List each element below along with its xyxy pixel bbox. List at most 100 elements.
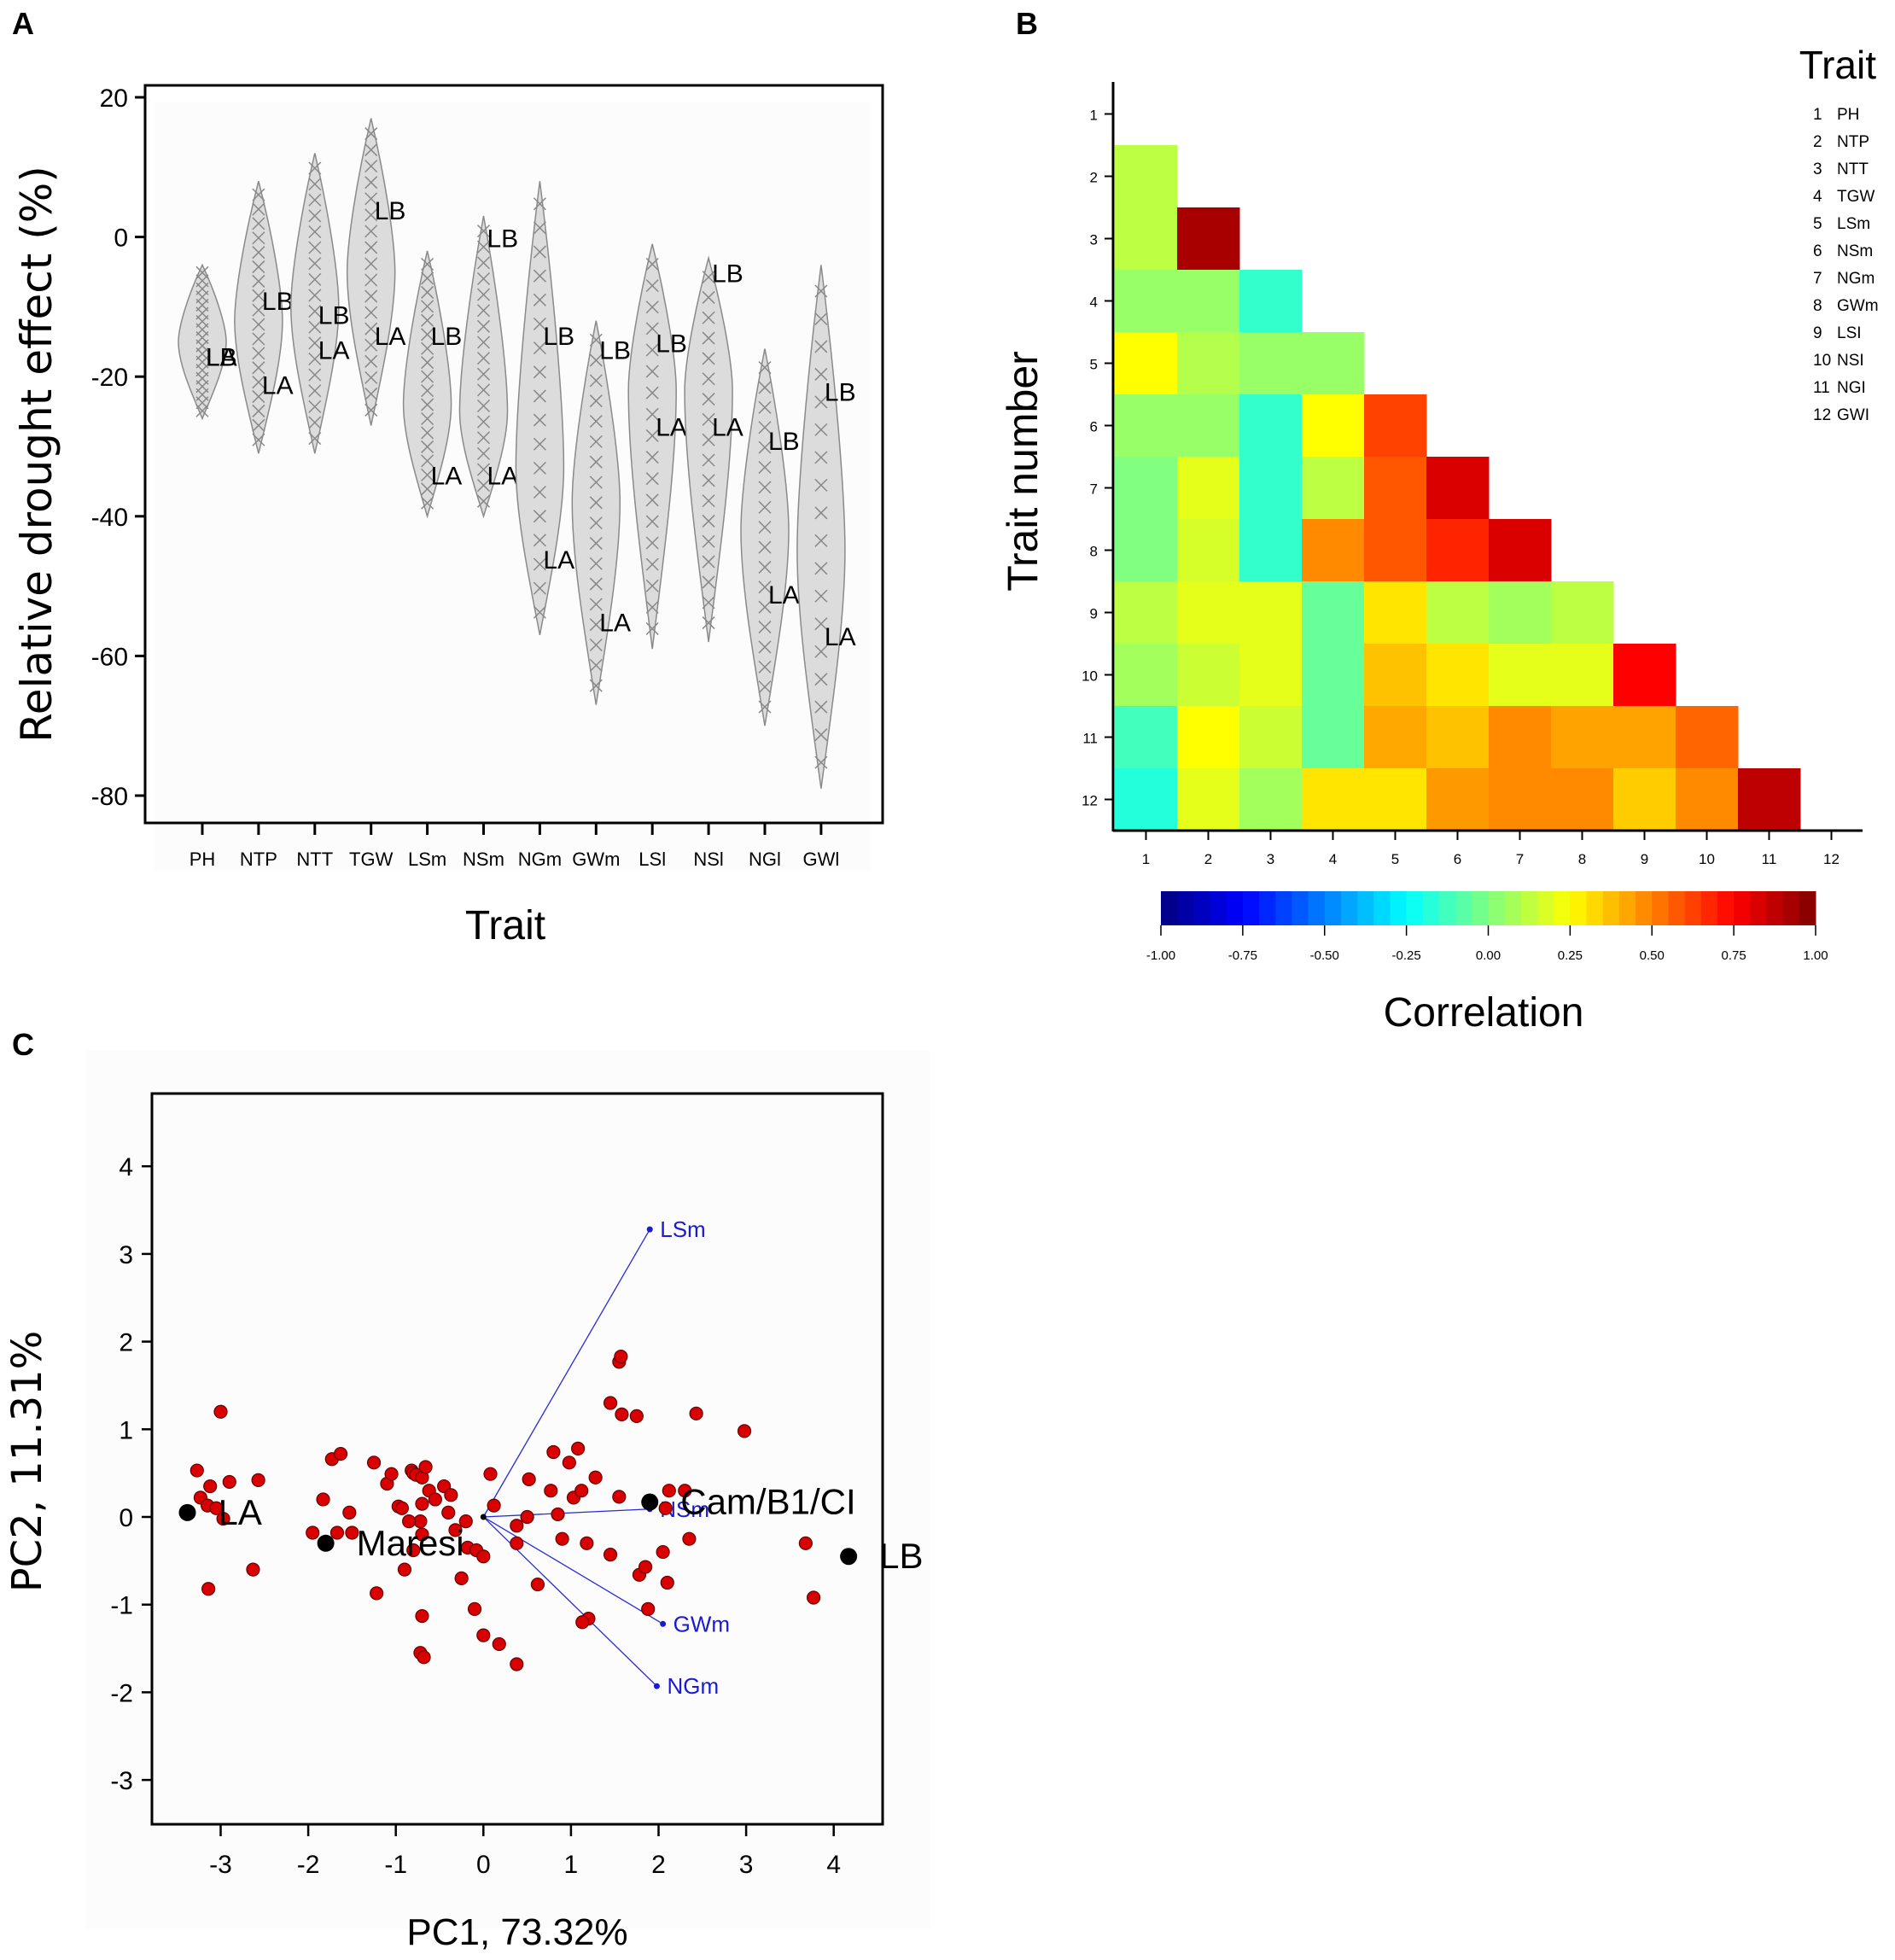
data-marker [252, 318, 265, 331]
legend-number: 10 [1813, 352, 1831, 370]
data-marker [308, 209, 322, 223]
heatmap-cell-11-4 [1302, 706, 1365, 769]
heatmap-cell-4-3 [1239, 270, 1303, 333]
la-label: LA [318, 336, 350, 365]
violin-GWm [571, 320, 621, 705]
heatmap-cell-8-5 [1364, 519, 1427, 582]
data-marker [533, 197, 546, 211]
data-marker [758, 500, 772, 514]
data-marker [645, 515, 659, 528]
y-tick-label: -40 [91, 504, 128, 532]
loading-label: LSm [660, 1216, 705, 1242]
data-marker [645, 300, 659, 314]
violin-NSl [684, 255, 733, 643]
heatmap-cell-7-2 [1177, 457, 1240, 520]
genotype-point [638, 1560, 653, 1574]
data-marker [308, 289, 322, 302]
x-tick-label: 5 [1391, 851, 1399, 867]
data-marker [364, 208, 378, 222]
genotype-point [201, 1582, 216, 1596]
genotype-point [370, 1586, 384, 1601]
data-marker [702, 514, 715, 528]
data-marker [308, 272, 322, 286]
heatmap-cell-10-2 [1177, 644, 1240, 707]
data-marker [533, 245, 546, 259]
heatmap-cell-12-4 [1302, 768, 1365, 831]
genotype-point [428, 1492, 442, 1507]
data-marker [814, 700, 828, 714]
data-marker [421, 496, 434, 510]
y-tick-label: 7 [1090, 481, 1098, 498]
data-marker [758, 460, 772, 475]
violin-x-axis-label: Trait [465, 903, 545, 948]
data-marker [758, 421, 772, 435]
heatmap-cell-8-4 [1302, 519, 1365, 582]
colorbar-label: Correlation [1384, 990, 1584, 1035]
colorbar-segment [1766, 891, 1784, 925]
y-tick-label: 5 [1090, 357, 1098, 373]
y-tick-label: -20 [91, 364, 128, 392]
genotype-point [415, 1496, 429, 1511]
data-marker [814, 478, 828, 492]
x-tick-label: 10 [1699, 851, 1715, 867]
data-marker [364, 370, 378, 384]
violin-NTT [290, 153, 340, 454]
genotype-point [397, 1562, 412, 1577]
genotype-point [417, 1650, 431, 1665]
data-marker [252, 188, 265, 201]
genotype-point [575, 1615, 590, 1630]
heatmap-cell-3-2 [1177, 207, 1240, 271]
data-marker [589, 557, 603, 570]
data-marker [645, 472, 659, 486]
labeled-point-Maresi [317, 1534, 335, 1552]
loading-vector-GWm [482, 1516, 663, 1625]
genotype-point [555, 1531, 569, 1546]
genotype-point [415, 1608, 429, 1624]
data-marker [476, 494, 491, 508]
y-tick-label: 11 [1082, 731, 1098, 747]
genotype-point [306, 1525, 320, 1540]
data-marker [308, 178, 322, 191]
heatmap-cell-9-3 [1239, 581, 1303, 645]
lb-label: LB [206, 344, 237, 372]
data-marker [364, 241, 378, 254]
colorbar-segment [1193, 891, 1211, 925]
data-marker [702, 596, 715, 610]
data-marker [533, 341, 546, 355]
data-marker [702, 433, 715, 446]
data-marker [589, 618, 603, 632]
origin-point [480, 1514, 487, 1520]
heatmap-cell-9-2 [1177, 581, 1240, 645]
data-marker [645, 536, 659, 550]
heatmap-cell-12-3 [1239, 768, 1303, 831]
data-marker [645, 279, 659, 293]
lb-label: LB [375, 197, 406, 225]
data-marker [364, 338, 378, 352]
y-tick-label: 6 [1090, 419, 1098, 435]
x-tick-label: LSl [638, 849, 666, 870]
heatmap-y-axis-label: Trait number [999, 351, 1047, 592]
genotype-point [510, 1657, 524, 1671]
data-marker [702, 474, 715, 487]
x-tick-label: NTT [296, 849, 333, 870]
genotype-point [656, 1544, 670, 1560]
pca-y-axis-label: PC2, 11.31% [3, 1331, 51, 1593]
data-marker [814, 423, 828, 436]
data-marker [645, 429, 659, 442]
colorbar-segment [1472, 891, 1489, 925]
genotype-point [551, 1507, 565, 1522]
heatmap-cell-11-5 [1364, 706, 1427, 769]
la-label: LA [825, 623, 856, 651]
colorbar-segment [1177, 891, 1194, 925]
data-marker [589, 475, 603, 489]
data-marker [758, 640, 772, 654]
x-tick-label: 3 [1267, 851, 1274, 867]
genotype-point [203, 1479, 218, 1494]
lb-label: LB [262, 288, 294, 316]
data-marker [364, 225, 378, 238]
data-marker [476, 399, 491, 413]
la-label: LA [599, 610, 631, 638]
heatmap-cell-10-3 [1239, 644, 1303, 707]
